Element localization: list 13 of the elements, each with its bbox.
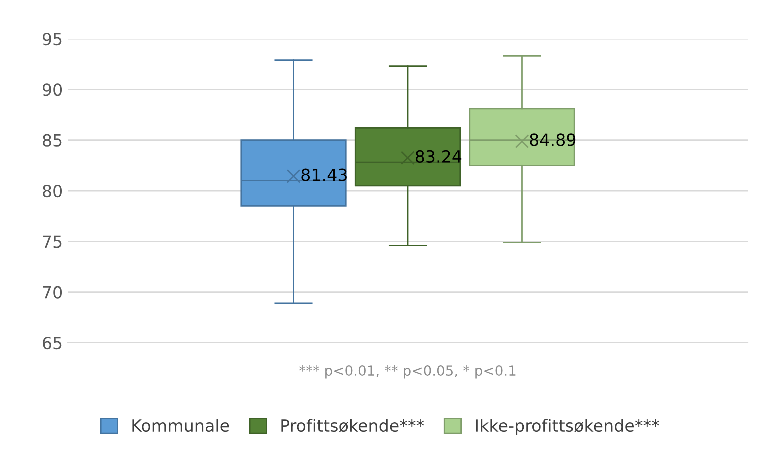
text: *** p<0.01, ** p<0.05, * p<0.1	[299, 366, 516, 379]
y-tick-label: 90	[42, 84, 62, 96]
legend-label: Kommunale	[132, 419, 230, 432]
text: 84.89	[530, 134, 576, 146]
y-tick-label: 65	[43, 336, 62, 350]
y-tick-label: 75	[43, 236, 62, 248]
y-tick-label: 80	[43, 184, 62, 198]
y-tick-label: 95	[42, 32, 62, 46]
y-tick-label: 70	[43, 286, 62, 299]
legend-label: Profittsøkende***	[282, 419, 424, 433]
legend-label: Ikke-profittsøkende***	[476, 419, 660, 436]
y-tick-label: 85	[43, 134, 62, 147]
text: 81.43	[302, 168, 347, 182]
